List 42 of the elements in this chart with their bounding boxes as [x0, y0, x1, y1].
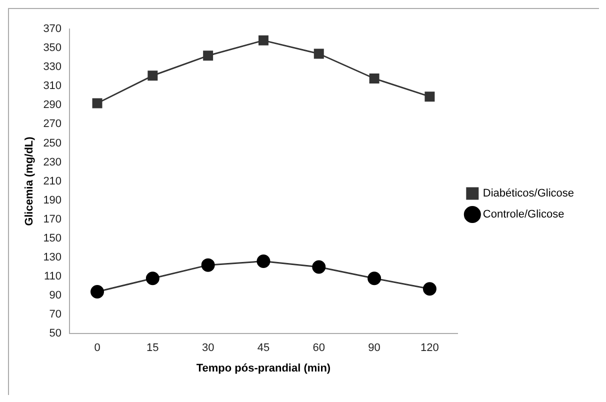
y-tick-label: 210: [43, 175, 62, 188]
x-tick-label: 45: [257, 342, 270, 354]
point: [312, 260, 326, 274]
x-axis-title: Tempo pós-prandial (min): [196, 362, 331, 374]
point: [201, 258, 215, 272]
point: [422, 282, 436, 296]
point: [256, 254, 270, 268]
legend-label: Controle/Glicose: [482, 208, 564, 221]
y-tick-label: 190: [43, 194, 62, 206]
y-tick-label: 370: [43, 23, 62, 36]
point: [148, 70, 158, 81]
legend-label: Diabéticos/Glicose: [482, 188, 574, 200]
y-tick-label: 230: [43, 156, 62, 168]
point: [369, 74, 380, 84]
y-tick-label: 290: [43, 99, 62, 112]
y-tick-label: 350: [43, 42, 62, 54]
y-tick-label: 130: [43, 251, 62, 264]
x-tick-label: 15: [146, 342, 159, 354]
x-tick-label: 60: [312, 342, 326, 354]
y-tick-label: 170: [43, 213, 62, 226]
point: [90, 284, 104, 298]
y-tick-label: 90: [49, 290, 62, 302]
x-tick-label: 30: [202, 342, 214, 354]
y-tick-label: 270: [43, 118, 62, 130]
y-tick-label: 50: [49, 328, 62, 340]
point: [368, 272, 382, 286]
y-tick-label: 330: [43, 61, 62, 74]
y-tick-label: 110: [44, 270, 62, 283]
x-tick-label: 0: [94, 342, 100, 354]
x-tick-label: 90: [368, 342, 380, 354]
point: [203, 50, 214, 61]
y-tick-label: 250: [43, 137, 62, 150]
point: [424, 92, 435, 102]
x-tick-label: 120: [420, 342, 439, 354]
point: [258, 35, 268, 46]
y-tick-label: 70: [49, 308, 62, 321]
point: [92, 98, 102, 108]
point: [146, 272, 160, 286]
y-axis-title: Glicemia (mg/dL): [24, 136, 36, 226]
y-tick-label: 310: [43, 80, 62, 92]
point: [314, 48, 324, 59]
y-tick-label: 150: [43, 232, 62, 244]
